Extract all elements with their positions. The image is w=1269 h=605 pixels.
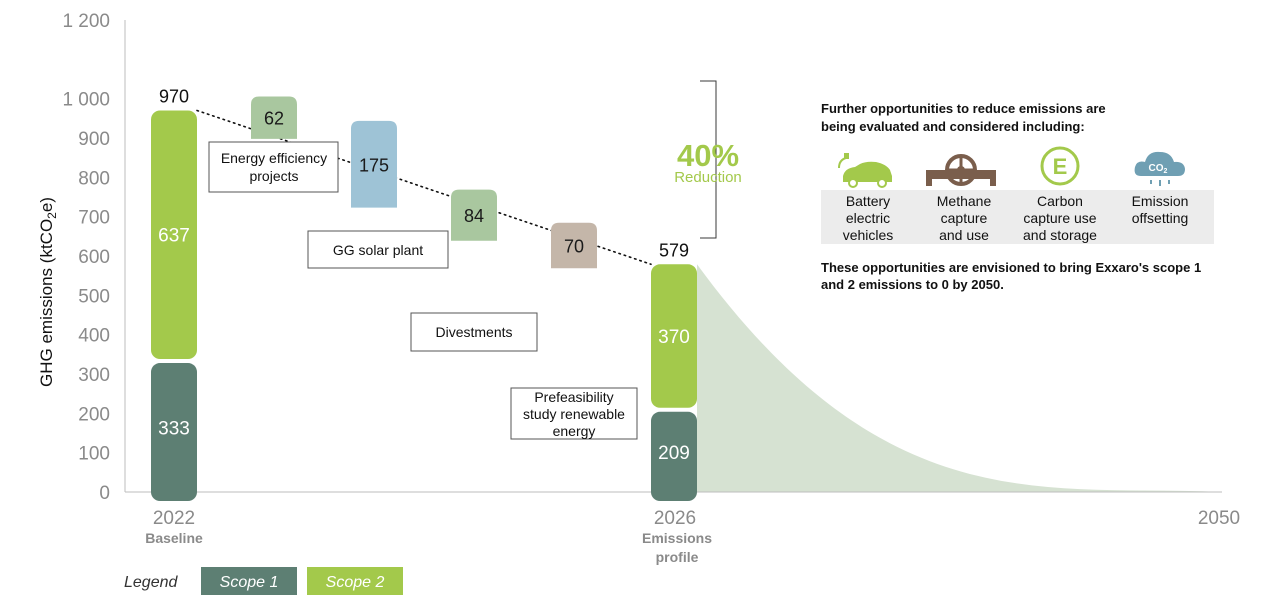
legend-title: Legend: [124, 574, 178, 591]
legend: Legend Scope 1 Scope 2: [124, 567, 403, 595]
opp-offset-line2: offsetting: [1132, 210, 1189, 226]
legend-label-scope1: Scope 1: [220, 574, 279, 591]
reduction-percent: 40%: [677, 138, 739, 173]
waterfall-label-62: 62: [264, 109, 284, 129]
y-tick-label: 1 200: [62, 11, 110, 32]
callout-prefeasibility: Prefeasibility study renewable energy: [510, 387, 638, 440]
co2-cloud-icon: CO2: [1134, 151, 1185, 186]
y-tick-label: 200: [78, 404, 110, 425]
callout-gg-solar: GG solar plant: [307, 230, 449, 269]
y-axis-label-tail: e): [37, 197, 56, 212]
opp-ev-line1: Battery: [846, 193, 890, 209]
bar-2022-scope1-base: [151, 482, 197, 492]
x-label-2050: 2050: [1198, 508, 1240, 529]
opportunities-outro-2: and 2 emissions to 0 by 2050.: [821, 277, 1004, 292]
y-axis-label-sub: 2: [45, 212, 59, 219]
reduction-label: Reduction: [674, 169, 742, 186]
carbon-capture-icon: E: [1040, 146, 1080, 186]
y-tick-label: 800: [78, 168, 110, 189]
electric-car-icon: [838, 153, 892, 188]
bar-2026-scope1-base: [651, 482, 697, 492]
y-tick-label: 100: [78, 444, 110, 465]
y-tick-label: 400: [78, 326, 110, 347]
waterfall-step-70: [551, 222, 597, 269]
svg-text:GG solar plant: GG solar plant: [333, 242, 423, 258]
bar-2022-scope2: [151, 110, 197, 360]
y-tick-label: 0: [99, 483, 110, 504]
svg-text:energy: energy: [553, 423, 596, 439]
svg-text:study renewable: study renewable: [523, 406, 625, 422]
opportunities-band: [821, 190, 1214, 244]
legend-swatch-scope2: [307, 567, 403, 595]
opportunities-intro-1: Further opportunities to reduce emission…: [821, 101, 1106, 116]
x-label-2026: 2026: [654, 508, 696, 529]
svg-text:Prefeasibility: Prefeasibility: [534, 389, 613, 405]
label-2026-total: 579: [659, 240, 689, 260]
label-2022-scope1: 333: [158, 419, 190, 440]
bar-2026-scope2: [651, 264, 697, 408]
x-sublabel-2026-a: Emissions: [642, 530, 712, 546]
waterfall-step-84: [451, 189, 497, 241]
y-tick-label: 600: [78, 247, 110, 268]
y-tick-label: 500: [78, 286, 110, 307]
label-2026-scope1: 209: [658, 443, 690, 464]
label-2026-scope2: 370: [658, 327, 690, 348]
waterfall-step-62: [251, 96, 297, 139]
opp-methane-line2: capture: [941, 210, 988, 226]
waterfall-label-84: 84: [464, 206, 484, 226]
y-tick-label: 900: [78, 129, 110, 150]
reduction-bracket: [700, 80, 717, 239]
waterfall-label-175: 175: [359, 155, 389, 175]
svg-text:projects: projects: [249, 168, 298, 184]
opp-ev-line3: vehicles: [843, 227, 894, 243]
pipe-valve-icon: [926, 154, 996, 186]
opportunities-intro-2: being evaluated and considered including…: [821, 119, 1085, 134]
x-sublabel-2022: Baseline: [145, 530, 203, 546]
label-2022-scope2: 637: [158, 226, 190, 247]
x-sublabel-2026-b: profile: [656, 549, 699, 565]
y-tick-label: 300: [78, 365, 110, 386]
legend-label-scope2: Scope 2: [326, 574, 385, 591]
y-tick-label: 1 000: [62, 90, 110, 111]
waterfall-step-175: [351, 120, 397, 208]
y-axis-label: GHG emissions (ktCO2e): [37, 197, 59, 387]
callout-energy-efficiency: Energy efficiency projects: [208, 141, 339, 193]
opp-methane-line1: Methane: [937, 193, 992, 209]
decline-area: [697, 264, 1222, 492]
opportunities-outro-1: These opportunities are envisioned to br…: [821, 260, 1201, 275]
opp-carbon-line1: Carbon: [1037, 193, 1083, 209]
legend-swatch-scope1: [201, 567, 297, 595]
y-tick-label: 700: [78, 208, 110, 229]
callout-divestments: Divestments: [410, 312, 538, 352]
opp-offset-line1: Emission: [1132, 193, 1189, 209]
svg-text:Energy efficiency: Energy efficiency: [221, 150, 327, 166]
svg-text:E: E: [1053, 154, 1068, 179]
x-label-2022: 2022: [153, 508, 195, 529]
y-axis-label-main: GHG emissions (ktCO: [37, 219, 56, 387]
svg-text:CO2: CO2: [1149, 163, 1168, 175]
waterfall-label-70: 70: [564, 236, 584, 256]
bar-2022-scope1: [151, 363, 197, 501]
opp-ev-line2: electric: [846, 210, 890, 226]
opp-methane-line3: and use: [939, 227, 989, 243]
opportunities-panel: Further opportunities to reduce emission…: [821, 101, 1214, 292]
waterfall-steps: 62 175 84 70: [251, 96, 597, 269]
opp-carbon-line2: capture use: [1023, 210, 1096, 226]
label-2022-total: 970: [159, 86, 189, 106]
opp-carbon-line3: and storage: [1023, 227, 1097, 243]
svg-text:Divestments: Divestments: [435, 324, 512, 340]
bar-2026-scope1: [651, 411, 697, 501]
